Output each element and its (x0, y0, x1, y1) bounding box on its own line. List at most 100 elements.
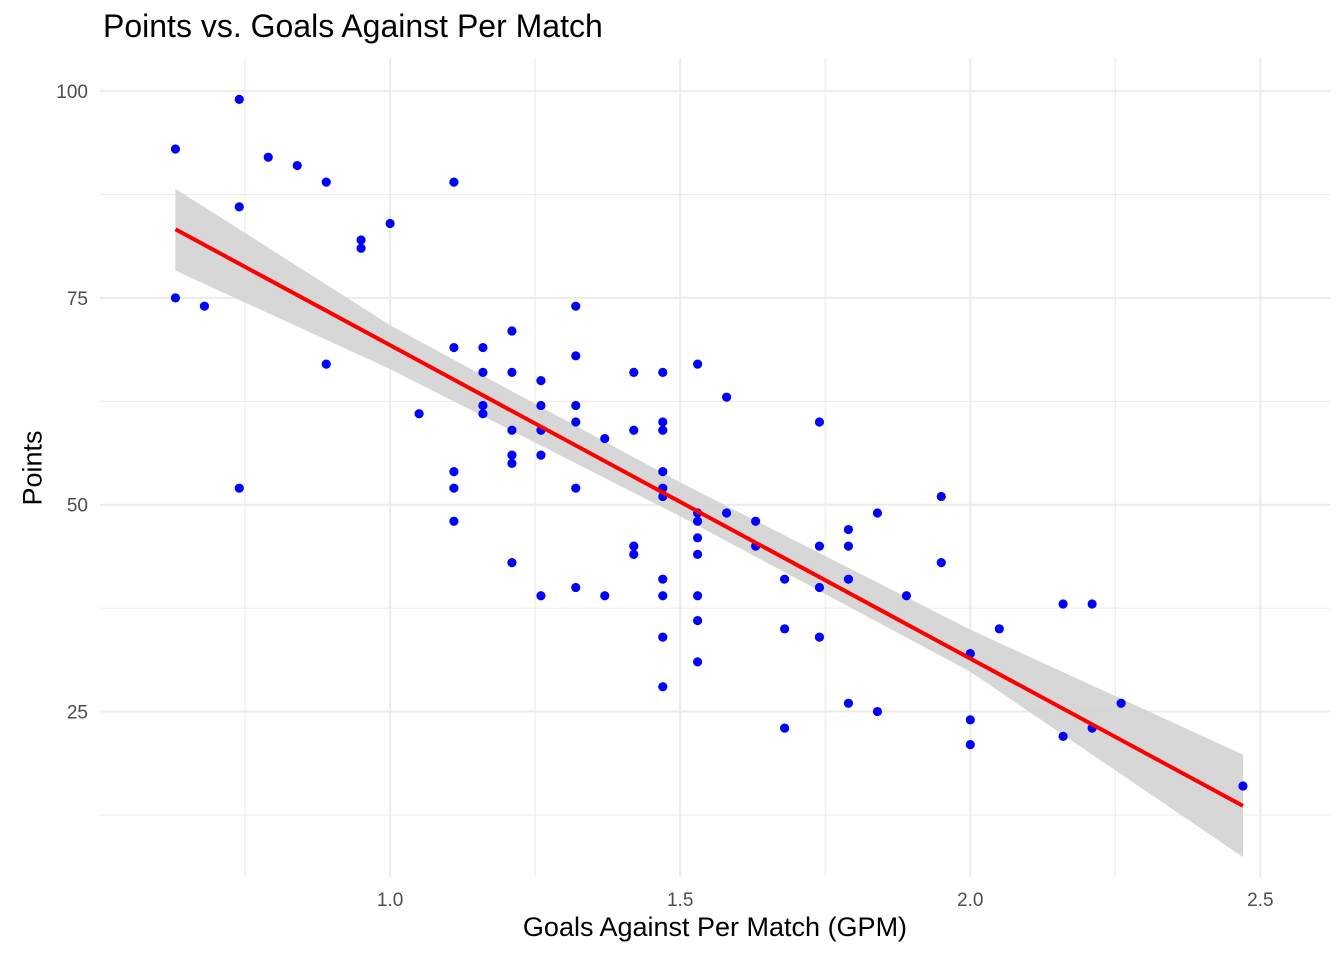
data-point (536, 450, 546, 460)
data-point (571, 351, 581, 361)
data-point (385, 218, 395, 229)
grid-lines (100, 58, 1330, 877)
data-point (901, 591, 912, 601)
data-point (843, 698, 854, 708)
data-point (658, 417, 668, 427)
data-point (843, 574, 854, 584)
data-point (936, 491, 946, 502)
x-tick-label: 2.5 (1247, 890, 1273, 911)
data-point (658, 591, 668, 601)
data-point (449, 467, 459, 477)
data-point (507, 326, 517, 336)
y-tick-label: 75 (67, 289, 88, 310)
data-point (199, 301, 210, 311)
data-point (292, 160, 302, 171)
data-point (780, 624, 790, 634)
data-point (507, 367, 517, 377)
data-point (600, 433, 610, 444)
data-point (536, 376, 546, 386)
data-point (658, 367, 668, 377)
confidence-band (175, 188, 1243, 858)
y-tick-label: 100 (56, 82, 88, 103)
data-point (507, 558, 517, 568)
data-point (780, 723, 790, 733)
data-point (814, 582, 825, 593)
data-point (658, 632, 668, 642)
data-point (692, 615, 703, 626)
data-point (692, 516, 703, 526)
data-point (658, 574, 668, 584)
data-point (658, 682, 668, 692)
data-point (449, 483, 459, 493)
data-point (658, 425, 668, 435)
data-point (1116, 698, 1126, 708)
y-tick-label: 25 (67, 703, 88, 724)
x-tick-label: 1.5 (667, 890, 693, 911)
data-point (356, 243, 366, 253)
data-point (692, 657, 703, 667)
data-point (449, 342, 459, 353)
data-point (692, 359, 703, 369)
regression-line-layer (174, 227, 1244, 808)
data-point (507, 450, 517, 460)
data-point (692, 591, 703, 601)
data-point (722, 392, 732, 402)
data-point (722, 508, 732, 518)
data-point (536, 591, 546, 601)
data-point (994, 624, 1004, 634)
data-point (449, 177, 459, 187)
tick-labels: 1.0 1.5 2.0 2.5 25 50 75 100 (56, 82, 1273, 911)
data-point (321, 359, 331, 369)
data-point (507, 458, 517, 468)
data-point (843, 541, 854, 551)
data-point (780, 574, 790, 584)
data-point (1087, 599, 1097, 609)
data-point (658, 467, 668, 477)
x-tick-label: 1.0 (377, 890, 403, 911)
data-point (507, 425, 517, 435)
data-point (692, 533, 703, 543)
data-point (478, 342, 488, 353)
data-point (600, 591, 610, 601)
data-point (629, 425, 639, 435)
y-tick-label: 50 (67, 496, 88, 517)
data-point (843, 524, 854, 535)
x-axis-title: Goals Against Per Match (GPM) (522, 912, 908, 942)
data-point (449, 516, 459, 526)
data-point (571, 582, 581, 593)
data-point (170, 144, 181, 154)
data-point (536, 400, 546, 411)
data-point (170, 293, 181, 303)
data-point (414, 409, 424, 419)
data-point (263, 152, 273, 162)
data-point (234, 483, 244, 493)
data-point (692, 549, 703, 559)
data-point (234, 202, 244, 212)
data-point (629, 367, 639, 377)
data-point (478, 409, 488, 419)
data-point (965, 715, 975, 725)
data-point (571, 417, 581, 427)
data-point (478, 367, 488, 377)
data-point (814, 632, 825, 642)
data-point (751, 516, 761, 526)
data-point (571, 483, 581, 493)
data-point (1238, 781, 1248, 791)
chart-title: Points vs. Goals Against Per Match (103, 8, 603, 44)
confidence-band-layer (175, 188, 1243, 858)
data-point (356, 235, 366, 245)
regression-line (174, 227, 1244, 808)
data-point (872, 706, 883, 717)
data-point (234, 94, 244, 104)
data-point (1058, 599, 1068, 609)
data-point (478, 400, 488, 411)
data-point (571, 301, 581, 311)
data-point (321, 177, 331, 187)
data-point (936, 558, 946, 568)
data-point (814, 541, 825, 551)
data-point (872, 508, 883, 518)
data-point (629, 541, 639, 551)
data-point (1058, 731, 1068, 741)
data-point (814, 417, 825, 427)
